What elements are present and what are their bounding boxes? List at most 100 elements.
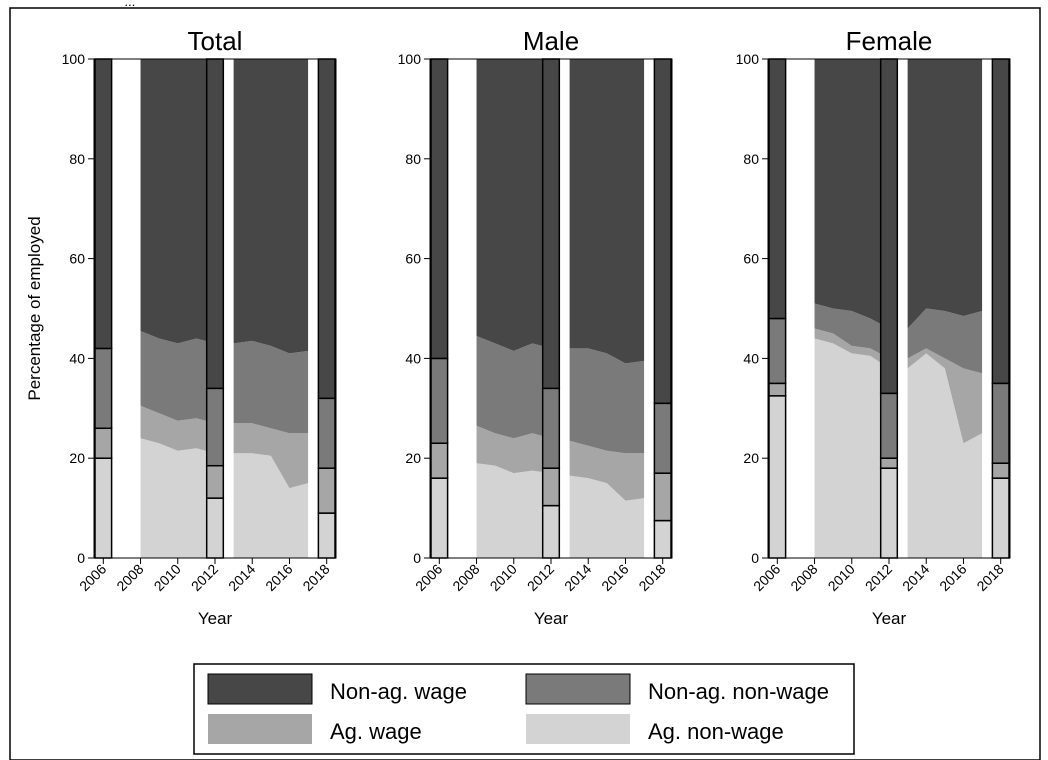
x-tick-label: 2018 — [299, 561, 332, 594]
legend-label: Ag. wage — [330, 719, 422, 744]
y-tick-label: 0 — [413, 550, 421, 566]
bar-2006-ag-wage — [768, 382, 787, 397]
bar-2012-non-ag-wage — [205, 58, 225, 390]
bar-2018-non-ag-non-wage — [991, 382, 1010, 464]
legend-swatch — [525, 673, 631, 705]
bar-2012-non-ag-non-wage — [205, 387, 225, 467]
bar-2006-non-ag-non-wage — [94, 347, 113, 430]
x-axis-label: Year — [534, 609, 569, 628]
area-non-ag-wage-segment-1 — [476, 59, 551, 351]
x-tick-label: 2014 — [899, 561, 932, 594]
x-tick-label: 2008 — [449, 561, 482, 594]
area-non-ag-wage-segment-2 — [907, 59, 983, 329]
bar-2018-ag-non-wage — [317, 512, 336, 559]
bar-2006-non-ag-wage — [430, 58, 449, 360]
area-non-ag-wage-segment-1 — [140, 59, 215, 344]
y-tick-label: 0 — [77, 550, 85, 566]
bar-2006-non-ag-non-wage — [430, 357, 449, 444]
bar-2006-non-ag-wage — [768, 58, 787, 320]
bar-2006-ag-wage — [430, 442, 449, 479]
bar-2012-non-ag-wage — [541, 58, 561, 390]
area-ag-non-wage-segment-1 — [814, 338, 889, 558]
y-tick-label: 20 — [743, 450, 759, 466]
area-ag-non-wage-segment-2 — [569, 475, 645, 558]
bar-2018-ag-wage — [991, 462, 1010, 479]
x-tick-label: 2012 — [188, 561, 221, 594]
area-non-ag-wage-segment-1 — [814, 59, 889, 329]
area-ag-wage-segment-2 — [569, 440, 645, 501]
bar-2018-ag-wage — [317, 467, 336, 514]
x-tick-label: 2010 — [487, 561, 520, 594]
x-tick-label: 2012 — [524, 561, 557, 594]
bar-2012-ag-non-wage — [541, 504, 561, 559]
area-non-ag-non-wage-segment-1 — [814, 303, 889, 359]
y-tick-label: 100 — [736, 51, 760, 67]
bar-2018-ag-non-wage — [653, 519, 672, 559]
bar-2012-ag-non-wage — [879, 467, 899, 559]
area-non-ag-non-wage-segment-2 — [233, 340, 309, 434]
legend-item-ag-non-wage: Ag. non-wage — [526, 714, 784, 744]
area-ag-wage-segment-2 — [907, 348, 983, 444]
x-tick-label: 2016 — [262, 561, 295, 594]
legend-label: Ag. non-wage — [648, 719, 784, 744]
legend-item-non-ag-wage: Non-ag. wage — [207, 673, 467, 705]
y-tick-label: 20 — [405, 450, 421, 466]
bar-2018-non-ag-wage — [991, 58, 1010, 385]
bar-2012-ag-wage — [879, 457, 899, 469]
bar-2018-non-ag-wage — [653, 58, 672, 405]
legend-item-non-ag-non-wage: Non-ag. non-wage — [525, 673, 829, 705]
area-non-ag-non-wage-segment-2 — [907, 308, 983, 374]
area-ag-wage-segment-1 — [476, 425, 551, 474]
legend-swatch — [208, 714, 312, 744]
x-tick-label: 2008 — [787, 561, 820, 594]
bar-2006-non-ag-wage — [94, 58, 113, 350]
x-tick-label: 2018 — [635, 561, 668, 594]
x-tick-label: 2018 — [973, 561, 1006, 594]
area-ag-non-wage-segment-1 — [140, 438, 215, 558]
bar-2018-ag-wage — [653, 472, 672, 522]
area-ag-wage-segment-2 — [233, 423, 309, 489]
x-tick-label: 2010 — [151, 561, 184, 594]
bar-2012-non-ag-non-wage — [879, 392, 899, 459]
bar-2018-non-ag-wage — [317, 58, 336, 400]
x-tick-label: 2012 — [862, 561, 895, 594]
bar-2006-ag-non-wage — [768, 395, 787, 559]
area-ag-wage-segment-1 — [814, 328, 889, 369]
legend-label: Non-ag. non-wage — [648, 679, 829, 704]
area-non-ag-non-wage-segment-1 — [140, 330, 215, 424]
legend-swatch — [207, 673, 313, 705]
legend: Non-ag. wage Non-ag. non-wage Ag. wage A… — [193, 663, 855, 755]
y-tick-label: 40 — [743, 350, 759, 366]
bar-2018-non-ag-non-wage — [317, 397, 336, 469]
y-tick-label: 100 — [62, 51, 86, 67]
area-ag-non-wage-segment-1 — [476, 463, 551, 558]
x-axis-label: Year — [872, 609, 907, 628]
bar-2012-non-ag-wage — [879, 58, 899, 395]
x-tick-label: 2010 — [825, 561, 858, 594]
area-non-ag-wage-segment-2 — [233, 59, 309, 354]
bar-2012-ag-wage — [205, 464, 225, 499]
bar-2012-non-ag-non-wage — [541, 387, 561, 469]
legend-label: Non-ag. wage — [330, 679, 467, 704]
y-tick-label: 60 — [69, 251, 85, 267]
x-tick-label: 2014 — [225, 561, 258, 594]
area-non-ag-non-wage-segment-1 — [476, 335, 551, 439]
y-tick-label: 0 — [751, 550, 759, 566]
y-tick-label: 60 — [405, 251, 421, 267]
panel-title: Female — [846, 26, 933, 56]
legend-swatch — [526, 714, 630, 744]
bar-2006-ag-wage — [94, 427, 113, 459]
bar-2006-ag-non-wage — [430, 477, 449, 559]
x-tick-label: 2016 — [598, 561, 631, 594]
y-tick-label: 80 — [69, 151, 85, 167]
bar-2006-non-ag-non-wage — [768, 317, 787, 385]
y-tick-label: 40 — [405, 350, 421, 366]
bar-2006-ag-non-wage — [94, 457, 113, 559]
bar-2012-ag-non-wage — [205, 497, 225, 559]
panel-title: Male — [523, 26, 579, 56]
x-tick-label: 2014 — [561, 561, 594, 594]
